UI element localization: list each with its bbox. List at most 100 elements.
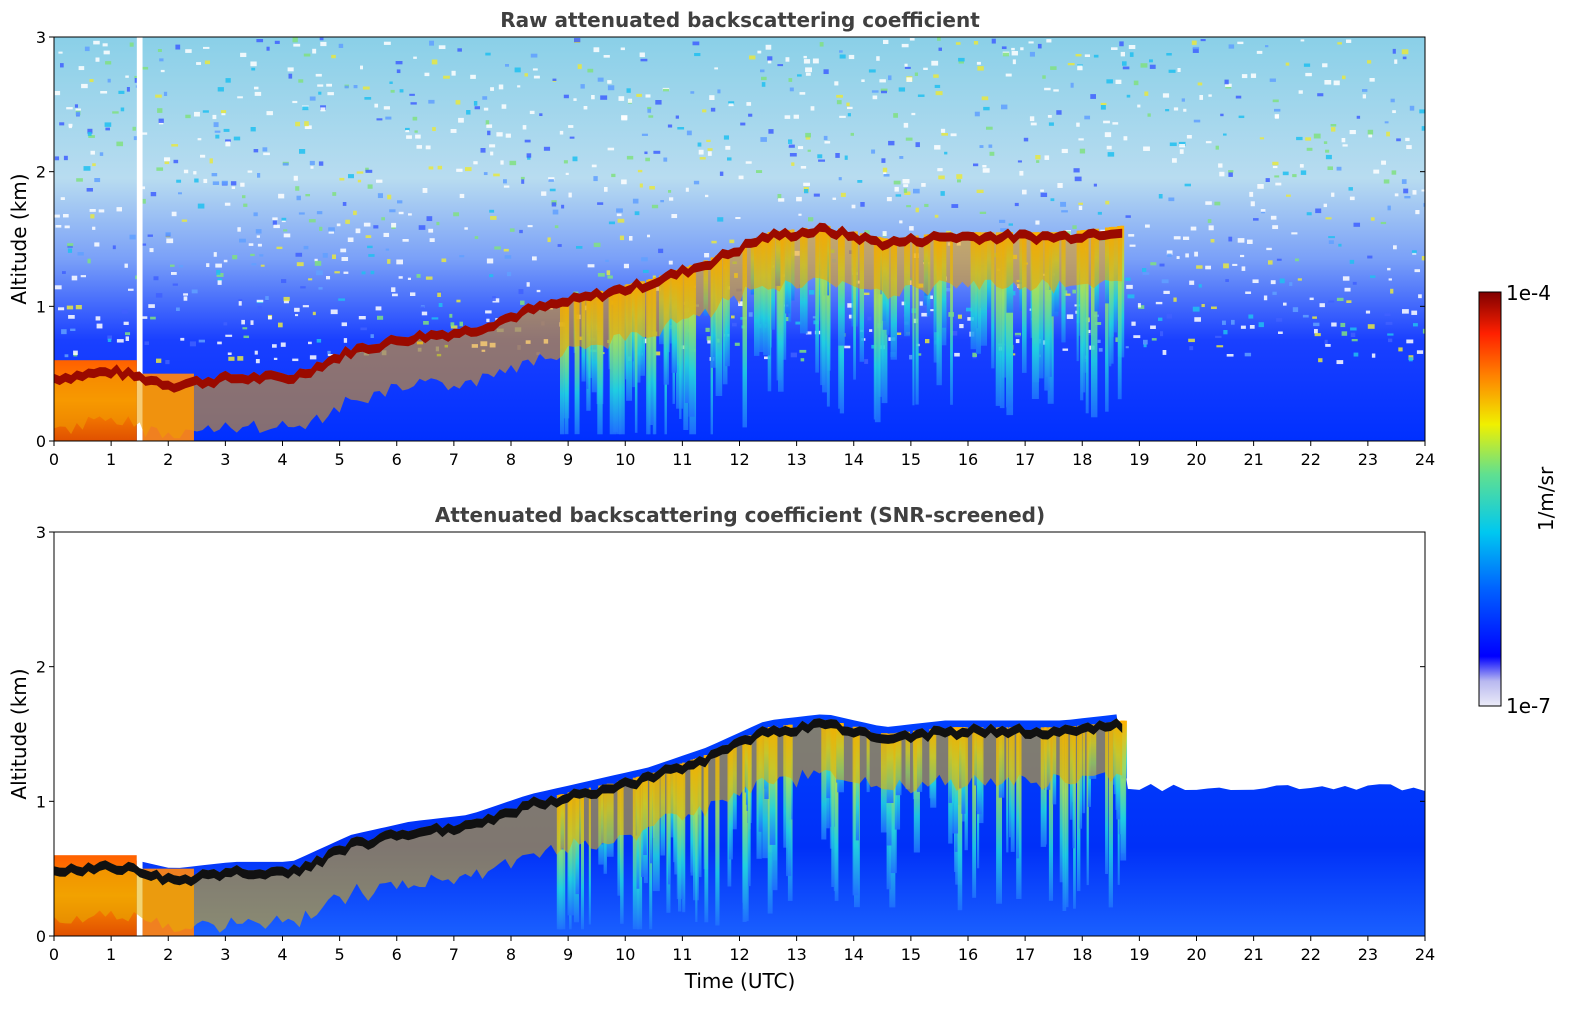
noise-speckle — [1328, 236, 1335, 239]
noise-speckle — [846, 102, 850, 107]
noise-speckle — [223, 128, 230, 132]
noise-speckle — [958, 57, 965, 62]
noise-speckle — [1155, 301, 1163, 305]
noise-speckle — [398, 276, 403, 279]
noise-speckle — [1231, 319, 1235, 325]
noise-speckle — [273, 357, 278, 360]
noise-speckle — [1296, 136, 1303, 141]
x-tick-label: 11 — [672, 450, 692, 469]
noise-speckle — [593, 47, 600, 53]
noise-speckle — [395, 61, 403, 65]
fall-streak — [999, 232, 1005, 409]
noise-speckle — [823, 135, 828, 141]
noise-speckle — [408, 213, 412, 216]
noise-speckle — [344, 85, 349, 89]
noise-speckle — [334, 271, 340, 274]
noise-speckle — [367, 245, 373, 249]
noise-speckle — [904, 66, 911, 69]
noise-speckle — [530, 53, 538, 58]
noise-speckle — [893, 180, 901, 185]
noise-speckle — [125, 336, 130, 341]
noise-speckle — [1183, 236, 1190, 240]
noise-speckle — [957, 314, 962, 319]
noise-speckle — [163, 91, 168, 97]
noise-speckle — [292, 37, 298, 43]
noise-speckle — [64, 225, 70, 229]
noise-speckle — [179, 265, 184, 268]
noise-speckle — [1014, 202, 1019, 207]
noise-speckle — [456, 299, 461, 303]
noise-speckle — [319, 37, 324, 41]
fall-streak — [859, 233, 865, 362]
noise-speckle — [1158, 317, 1163, 321]
noise-speckle — [107, 338, 112, 342]
noise-speckle — [458, 117, 464, 123]
fall-streak — [1010, 727, 1015, 852]
noise-speckle — [904, 191, 911, 195]
top-heatmap — [54, 37, 1425, 441]
noise-speckle — [1352, 281, 1357, 285]
noise-speckle — [389, 81, 393, 84]
noise-speckle — [1193, 119, 1201, 123]
noise-speckle — [1406, 339, 1414, 344]
noise-speckle — [740, 122, 746, 126]
noise-speckle — [1258, 322, 1264, 328]
noise-speckle — [704, 253, 710, 258]
noise-speckle — [1263, 295, 1268, 301]
noise-speckle — [436, 221, 440, 226]
noise-speckle — [283, 296, 290, 302]
noise-speckle — [685, 187, 689, 192]
x-tick-label: 23 — [1358, 945, 1378, 964]
noise-speckle — [760, 137, 767, 142]
y-tick-label: 1 — [36, 792, 46, 811]
noise-speckle — [1322, 63, 1328, 68]
noise-speckle — [1192, 48, 1199, 53]
noise-speckle — [165, 232, 171, 236]
x-tick-label: 16 — [958, 945, 978, 964]
noise-speckle — [785, 317, 790, 322]
noise-speckle — [332, 254, 337, 260]
x-tick-label: 13 — [786, 450, 806, 469]
noise-speckle — [641, 257, 648, 262]
noise-speckle — [768, 129, 774, 134]
noise-speckle — [256, 39, 264, 43]
fall-streak — [648, 279, 655, 425]
noise-speckle — [347, 237, 354, 243]
noise-speckle — [255, 359, 260, 364]
noise-speckle — [524, 73, 528, 77]
noise-speckle — [694, 53, 701, 57]
fall-streak — [1059, 727, 1064, 883]
noise-speckle — [300, 286, 306, 289]
noise-speckle — [485, 310, 492, 314]
noise-speckle — [387, 259, 391, 264]
noise-speckle — [1393, 245, 1397, 250]
noise-speckle — [1192, 306, 1200, 312]
noise-speckle — [1250, 201, 1255, 207]
x-tick-label: 1 — [106, 945, 116, 964]
noise-speckle — [266, 111, 273, 116]
noise-speckle — [370, 334, 374, 339]
noise-speckle — [593, 176, 598, 182]
noise-speckle — [112, 111, 119, 114]
noise-speckle — [1367, 324, 1375, 329]
noise-speckle — [1268, 260, 1273, 265]
noise-speckle — [1402, 309, 1409, 314]
noise-speckle — [1142, 268, 1147, 272]
x-tick-label: 12 — [729, 945, 749, 964]
noise-speckle — [68, 123, 73, 127]
noise-speckle — [1325, 217, 1332, 220]
noise-speckle — [1394, 59, 1398, 64]
noise-speckle — [387, 194, 392, 200]
fall-streak — [1109, 227, 1114, 364]
noise-speckle — [482, 96, 488, 100]
noise-speckle — [66, 107, 73, 110]
noise-speckle — [1143, 146, 1150, 151]
noise-speckle — [178, 192, 182, 195]
noise-speckle — [421, 311, 428, 316]
fall-streak — [822, 225, 828, 393]
noise-speckle — [423, 321, 429, 325]
fall-streak — [682, 762, 686, 913]
noise-speckle — [1194, 251, 1198, 257]
noise-speckle — [308, 219, 316, 223]
noise-speckle — [1098, 348, 1103, 352]
